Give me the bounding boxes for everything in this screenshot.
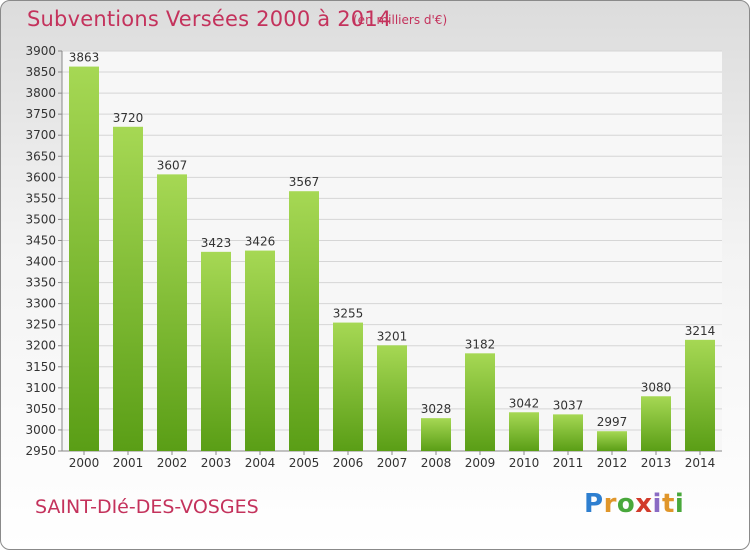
y-tick-label: 3800 [25, 86, 56, 100]
x-tick-label-2005: 2005 [289, 456, 320, 470]
proxiti-logo: Proxiti [584, 489, 685, 519]
data-label-2007: 3201 [377, 329, 408, 343]
bar-2013 [641, 396, 671, 451]
x-tick-label-2008: 2008 [421, 456, 452, 470]
y-tick-label: 3850 [25, 65, 56, 79]
chart-title: Subventions Versées 2000 à 2014 [27, 7, 392, 31]
data-label-2014: 3214 [685, 324, 716, 338]
data-label-2008: 3028 [421, 402, 452, 416]
bar-2005 [289, 191, 319, 452]
bar-2006 [333, 322, 363, 451]
chart-subtitle: (en milliers d'€) [353, 13, 448, 27]
city-name: SAINT-DIé-DES-VOSGES [35, 496, 259, 518]
y-tick-label: 3450 [25, 233, 56, 247]
x-tick-label-2009: 2009 [465, 456, 496, 470]
x-tick-label-2011: 2011 [553, 456, 584, 470]
x-tick-label-2012: 2012 [597, 456, 628, 470]
bar-2014 [685, 339, 715, 451]
bar-2003 [201, 251, 231, 451]
y-tick-label: 3000 [25, 423, 56, 437]
data-label-2001: 3720 [113, 111, 144, 125]
data-label-2009: 3182 [465, 337, 496, 351]
bar-2009 [465, 353, 495, 451]
y-tick-label: 3550 [25, 191, 56, 205]
data-label-2011: 3037 [553, 398, 584, 412]
data-label-2013: 3080 [641, 380, 672, 394]
y-tick-label: 3100 [25, 381, 56, 395]
data-label-2004: 3426 [245, 235, 276, 249]
data-label-2012: 2997 [597, 415, 628, 429]
bar-2002 [157, 174, 187, 452]
bar-2000 [69, 66, 99, 451]
bar-2010 [509, 412, 539, 451]
x-tick-label-2006: 2006 [333, 456, 364, 470]
y-tick-label: 3300 [25, 297, 56, 311]
bar-2007 [377, 345, 407, 451]
x-tick-label-2010: 2010 [509, 456, 540, 470]
data-label-2005: 3567 [289, 175, 320, 189]
data-label-2000: 3863 [69, 51, 100, 65]
y-tick-label: 3350 [25, 276, 56, 290]
data-label-2002: 3607 [157, 158, 188, 172]
x-tick-label-2013: 2013 [641, 456, 672, 470]
y-tick-label: 2950 [25, 444, 56, 458]
data-label-2006: 3255 [333, 307, 364, 321]
bar-2012 [597, 431, 627, 451]
x-tick-label-2003: 2003 [201, 456, 232, 470]
y-tick-label: 3200 [25, 339, 56, 353]
y-tick-label: 3500 [25, 212, 56, 226]
y-tick-label: 3900 [25, 44, 56, 58]
y-tick-label: 3050 [25, 402, 56, 416]
y-tick-label: 3600 [25, 170, 56, 184]
data-label-2003: 3423 [201, 236, 232, 250]
x-tick-label-2004: 2004 [245, 456, 276, 470]
bar-2008 [421, 418, 451, 451]
y-tick-label: 3650 [25, 149, 56, 163]
y-tick-label: 3400 [25, 255, 56, 269]
x-tick-label-2007: 2007 [377, 456, 408, 470]
bar-2004 [245, 250, 275, 451]
bar-2011 [553, 414, 583, 451]
x-tick-label-2000: 2000 [69, 456, 100, 470]
y-tick-label: 3700 [25, 128, 56, 142]
bar-2001 [113, 126, 143, 451]
y-tick-label: 3750 [25, 107, 56, 121]
y-tick-label: 3150 [25, 360, 56, 374]
x-tick-label-2002: 2002 [157, 456, 188, 470]
x-tick-label-2001: 2001 [113, 456, 144, 470]
y-tick-label: 3250 [25, 318, 56, 332]
x-tick-label-2014: 2014 [685, 456, 716, 470]
data-label-2010: 3042 [509, 396, 540, 410]
